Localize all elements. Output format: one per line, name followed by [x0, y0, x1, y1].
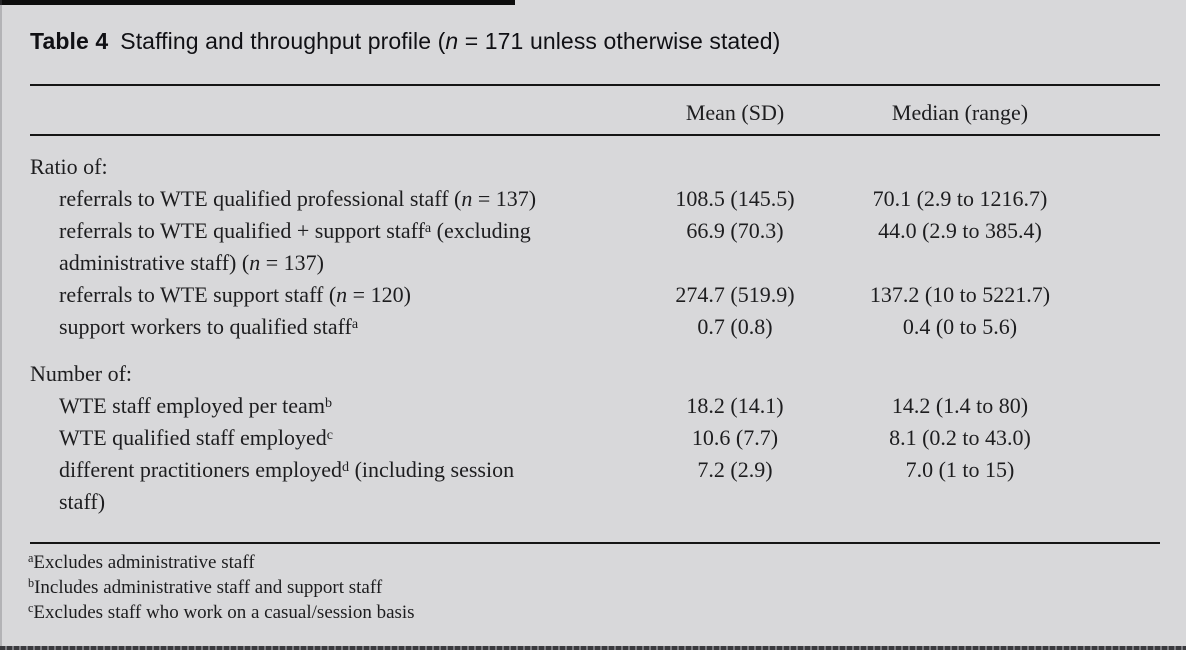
row-mean-value: 10.6 (7.7)	[691, 425, 779, 450]
row-median-value: 7.0 (1 to 15)	[905, 457, 1015, 482]
footnote-a: aExcludes administrative staff	[28, 551, 255, 573]
row-label: different practitioners employedd (inclu…	[59, 457, 515, 514]
row-median-value: 0.4 (0 to 5.6)	[902, 314, 1018, 339]
footnote-c: cExcludes staff who work on a casual/ses…	[28, 601, 415, 623]
table-body: Ratio of: referrals to WTE qualified pro…	[0, 151, 1186, 518]
footnote-b: bIncludes administrative staff and suppo…	[28, 576, 383, 598]
row-label: referrals to WTE qualified professional …	[59, 186, 537, 211]
scan-artifact-top	[0, 0, 515, 5]
table-row: different practitioners employedd (inclu…	[0, 454, 1186, 518]
row-median-value: 137.2 (10 to 5221.7)	[869, 282, 1051, 307]
section-header-number-of: Number of:	[30, 361, 133, 386]
row-mean-value: 66.9 (70.3)	[686, 218, 784, 243]
row-median-value: 70.1 (2.9 to 1216.7)	[872, 186, 1048, 211]
row-median-value: 14.2 (1.4 to 80)	[891, 393, 1029, 418]
table-row: WTE staff employed per teamb 18.2 (14.1)…	[0, 390, 1186, 422]
column-header-spacer	[0, 100, 640, 126]
table-row: support workers to qualified staffa 0.7 …	[0, 311, 1186, 343]
table-title-text: Staffing and throughput profile (n = 171…	[120, 28, 781, 54]
rule-top	[30, 84, 1160, 86]
row-mean-value: 18.2 (14.1)	[686, 393, 784, 418]
column-headers: Mean (SD) Median (range)	[0, 100, 1186, 126]
row-label: WTE qualified staff employedc	[59, 425, 334, 450]
row-mean-value: 7.2 (2.9)	[697, 457, 773, 482]
row-label: WTE staff employed per teamb	[59, 393, 332, 418]
rule-below-headers	[30, 134, 1160, 136]
scan-artifact-bottom	[0, 646, 1186, 650]
scan-artifact-left	[0, 0, 2, 650]
section-header-ratio-of: Ratio of:	[30, 154, 108, 179]
rule-bottom	[30, 542, 1160, 544]
table-row: WTE qualified staff employedc 10.6 (7.7)…	[0, 422, 1186, 454]
table-caption: Table 4 Staffing and throughput profile (…	[30, 28, 1150, 55]
row-mean-value: 108.5 (145.5)	[675, 186, 795, 211]
row-mean-value: 274.7 (519.9)	[675, 282, 795, 307]
table-row: referrals to WTE support staff (n = 120)…	[0, 279, 1186, 311]
footnotes: aExcludes administrative staff bIncludes…	[28, 550, 415, 625]
row-label: support workers to qualified staffa	[59, 314, 359, 339]
row-label: referrals to WTE qualified + support sta…	[59, 218, 531, 275]
column-header-mean: Mean (SD)	[685, 100, 785, 125]
row-mean-value: 0.7 (0.8)	[697, 314, 773, 339]
column-header-median: Median (range)	[891, 100, 1029, 125]
row-median-value: 44.0 (2.9 to 385.4)	[878, 218, 1042, 243]
table-row: referrals to WTE qualified professional …	[0, 183, 1186, 215]
table-row: referrals to WTE qualified + support sta…	[0, 215, 1186, 279]
table-number: Table 4	[30, 28, 109, 54]
row-median-value: 8.1 (0.2 to 43.0)	[889, 425, 1031, 450]
row-label: referrals to WTE support staff (n = 120)	[59, 282, 411, 307]
